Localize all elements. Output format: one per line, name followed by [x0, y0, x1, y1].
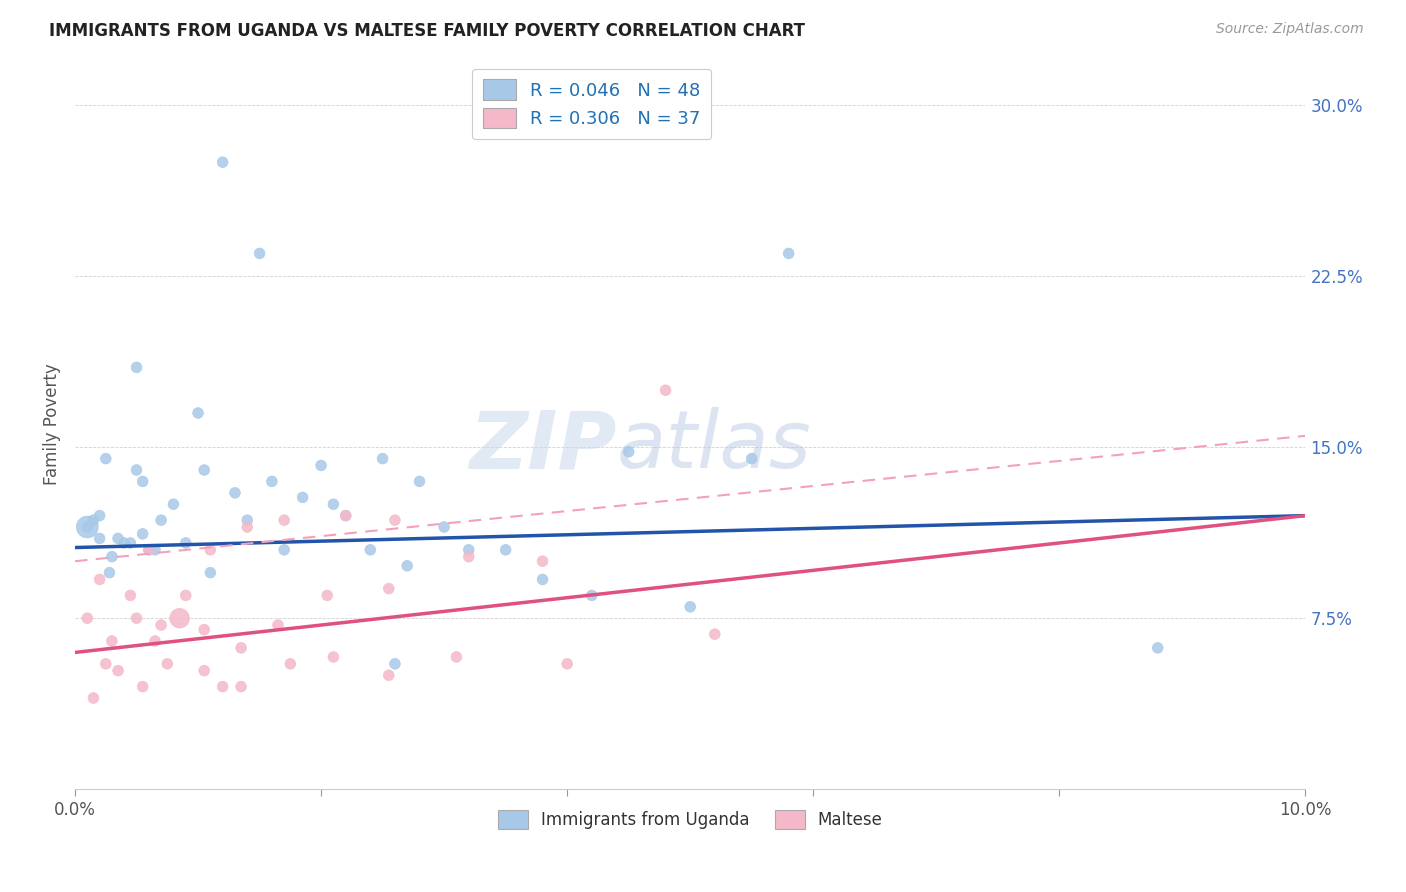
Point [107, 532, 129, 546]
Point [396, 558, 419, 573]
Point [1146, 640, 1168, 655]
Point [82, 691, 104, 706]
Point [120, 589, 142, 603]
Point [555, 657, 578, 671]
Point [249, 246, 271, 260]
Point [703, 627, 725, 641]
Point [174, 589, 197, 603]
Point [260, 475, 283, 489]
Point [384, 657, 406, 671]
Point [236, 520, 259, 534]
Point [278, 657, 301, 671]
Point [211, 680, 233, 694]
Point [229, 680, 252, 694]
Point [107, 664, 129, 678]
Point [200, 566, 222, 580]
Point [211, 155, 233, 169]
Point [187, 406, 209, 420]
Point [98, 566, 121, 580]
Point [76, 520, 98, 534]
Point [112, 536, 135, 550]
Point [143, 542, 166, 557]
Point [138, 542, 160, 557]
Point [125, 611, 148, 625]
Point [359, 542, 381, 557]
Point [457, 549, 479, 564]
Point [224, 485, 246, 500]
Point [273, 513, 295, 527]
Point [120, 536, 142, 550]
Text: ZIP: ZIP [470, 408, 616, 485]
Point [384, 513, 406, 527]
Point [101, 549, 124, 564]
Point [291, 491, 314, 505]
Point [531, 554, 554, 568]
Point [131, 475, 153, 489]
Point [174, 536, 197, 550]
Point [236, 513, 259, 527]
Point [76, 520, 98, 534]
Point [82, 513, 104, 527]
Point [193, 664, 215, 678]
Point [229, 640, 252, 655]
Point [200, 542, 222, 557]
Point [335, 508, 357, 523]
Point [131, 526, 153, 541]
Point [377, 668, 399, 682]
Point [408, 475, 430, 489]
Point [89, 573, 111, 587]
Point [125, 463, 148, 477]
Point [322, 650, 344, 665]
Text: IMMIGRANTS FROM UGANDA VS MALTESE FAMILY POVERTY CORRELATION CHART: IMMIGRANTS FROM UGANDA VS MALTESE FAMILY… [49, 22, 806, 40]
Point [371, 451, 394, 466]
Point [94, 657, 117, 671]
Point [446, 650, 468, 665]
Point [76, 611, 98, 625]
Point [138, 542, 160, 557]
Point [273, 542, 295, 557]
Point [131, 680, 153, 694]
Point [581, 589, 603, 603]
Point [741, 451, 763, 466]
Text: atlas: atlas [616, 408, 811, 485]
Point [162, 497, 184, 511]
Point [778, 246, 800, 260]
Point [679, 599, 702, 614]
Point [150, 618, 173, 632]
Point [309, 458, 332, 473]
Point [125, 360, 148, 375]
Point [617, 444, 640, 458]
Point [150, 513, 173, 527]
Point [267, 618, 290, 632]
Point [156, 657, 179, 671]
Point [193, 623, 215, 637]
Point [457, 542, 479, 557]
Point [322, 497, 344, 511]
Point [433, 520, 456, 534]
Point [89, 532, 111, 546]
Legend: Immigrants from Uganda, Maltese: Immigrants from Uganda, Maltese [491, 803, 890, 836]
Point [143, 634, 166, 648]
Point [335, 508, 357, 523]
Point [377, 582, 399, 596]
Y-axis label: Family Poverty: Family Poverty [44, 364, 60, 485]
Point [654, 383, 676, 397]
Point [531, 573, 554, 587]
Point [193, 463, 215, 477]
Point [89, 508, 111, 523]
Point [495, 542, 517, 557]
Point [169, 611, 191, 625]
Point [101, 634, 124, 648]
Text: Source: ZipAtlas.com: Source: ZipAtlas.com [1216, 22, 1364, 37]
Point [316, 589, 339, 603]
Point [94, 451, 117, 466]
